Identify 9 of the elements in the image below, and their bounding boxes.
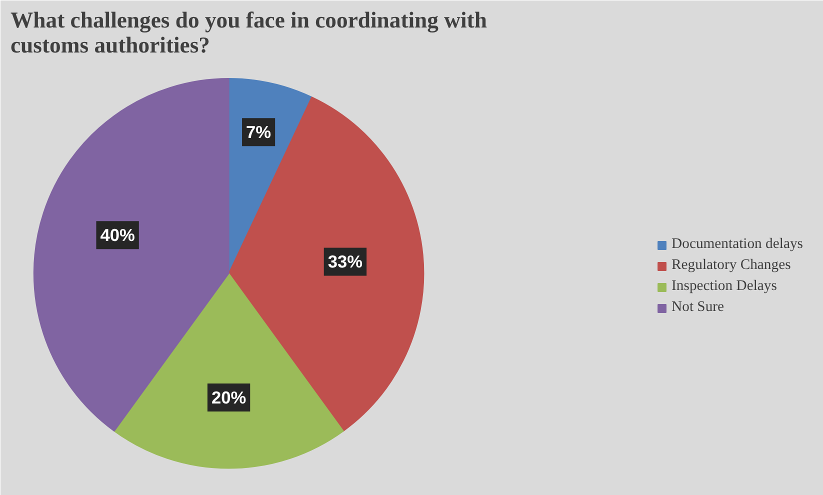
- data-label: 40%: [100, 225, 135, 246]
- legend-label: Documentation delays: [672, 236, 803, 253]
- chart-title: What challenges do you face in coordinating with customs authorities?: [10, 8, 488, 58]
- legend-label: Inspection Delays: [672, 278, 777, 295]
- data-label: 33%: [328, 252, 363, 272]
- legend-label: Regulatory Changes: [672, 257, 791, 274]
- legend-label: Not Sure: [672, 299, 724, 316]
- data-label: 20%: [211, 387, 246, 408]
- data-label: 7%: [246, 122, 272, 142]
